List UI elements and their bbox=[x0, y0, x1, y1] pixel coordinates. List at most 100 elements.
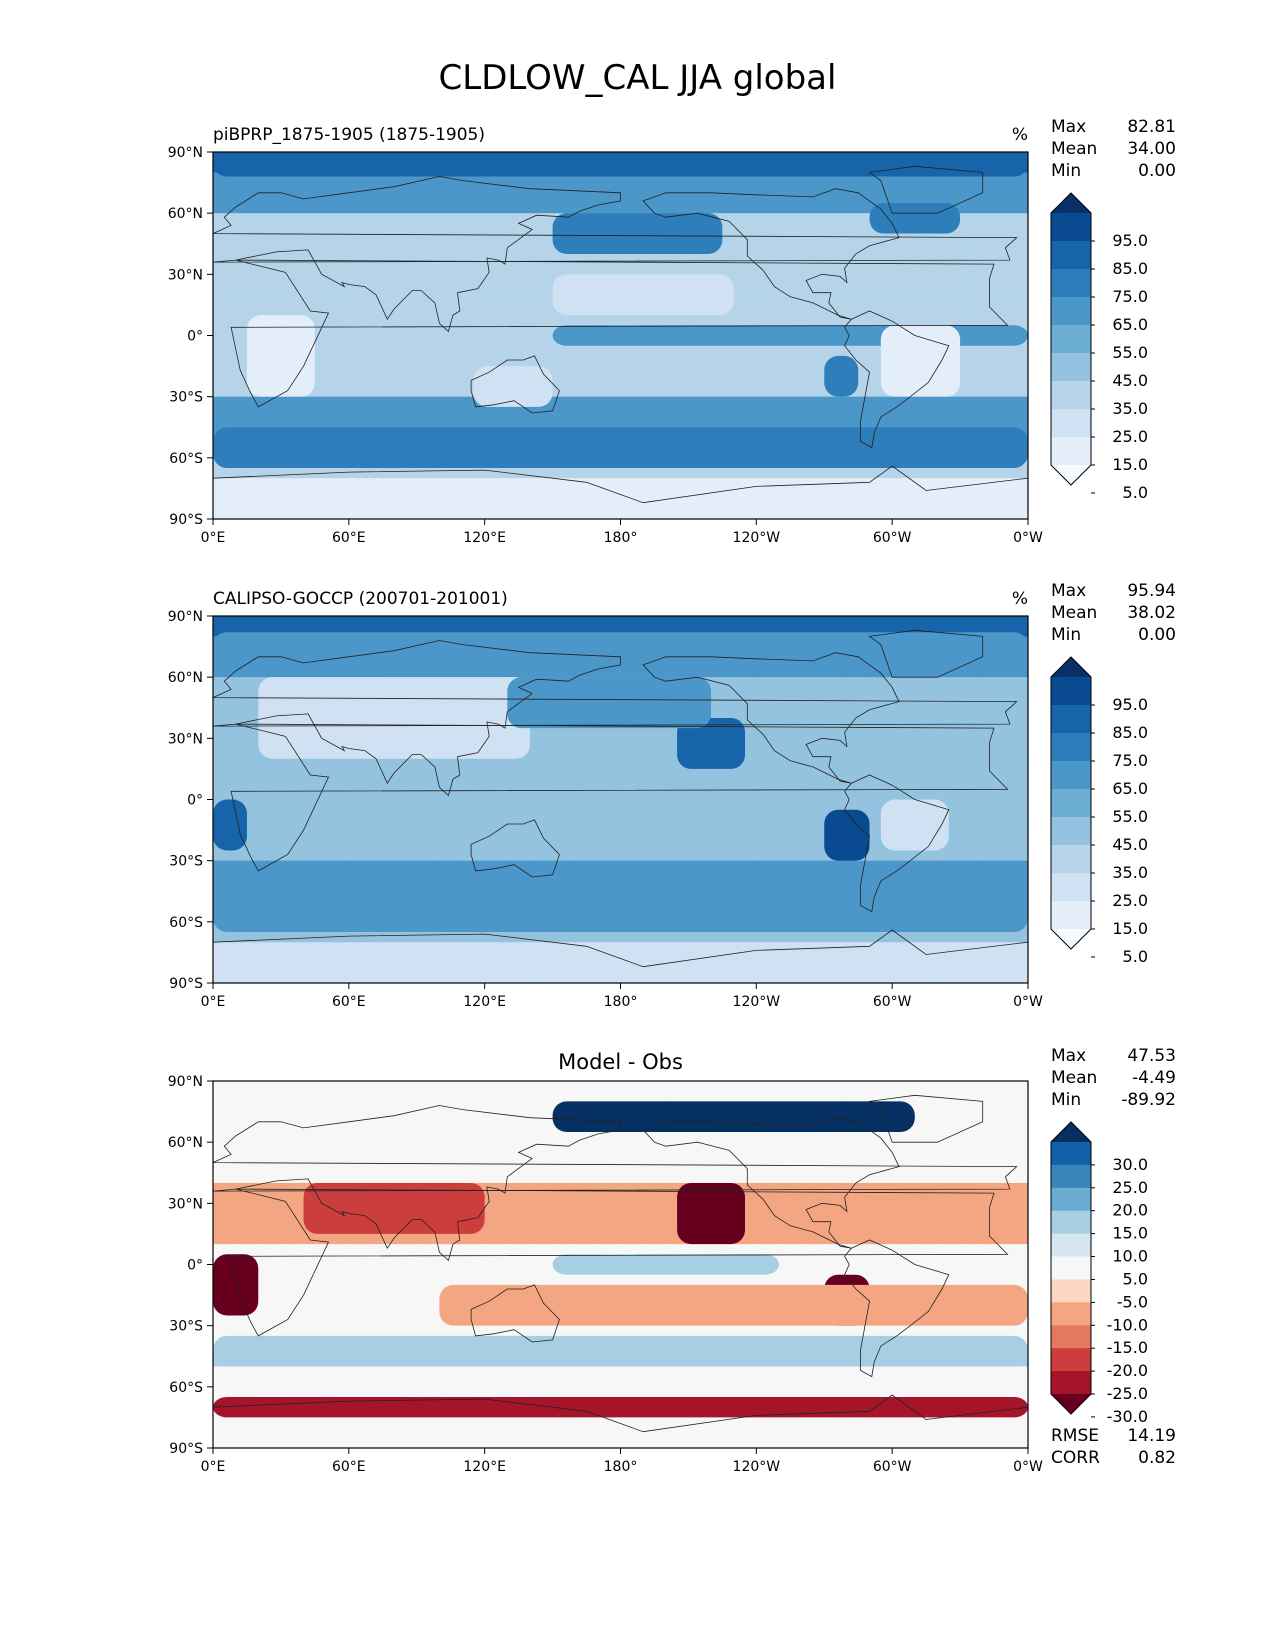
map-cell bbox=[462, 192, 486, 214]
map-cell bbox=[280, 396, 305, 418]
map-cell bbox=[1005, 396, 1028, 418]
y-tick-label: 30°N bbox=[168, 1196, 203, 1212]
stat-label: Mean bbox=[1051, 603, 1097, 623]
map-cell bbox=[688, 799, 712, 821]
map-cell bbox=[960, 1162, 984, 1184]
map-cell bbox=[982, 1203, 1006, 1225]
map-cell bbox=[326, 335, 350, 357]
map-cell bbox=[484, 192, 508, 214]
map-cell bbox=[620, 1142, 644, 1164]
map-cell bbox=[394, 942, 418, 964]
map-cell bbox=[303, 1244, 327, 1266]
map-cell bbox=[846, 616, 871, 637]
stat-label: Mean bbox=[1051, 1068, 1097, 1088]
map-cell bbox=[529, 1244, 554, 1266]
map-cell bbox=[507, 192, 531, 214]
map-cell bbox=[439, 253, 463, 275]
x-tick-label: 120°W bbox=[733, 994, 781, 1010]
map-cell bbox=[416, 819, 440, 841]
map-cell bbox=[280, 192, 305, 214]
map-cell bbox=[733, 233, 757, 255]
map-cell bbox=[914, 758, 939, 780]
map-cell bbox=[394, 1264, 418, 1286]
colorbar-tick-label: 85.0 bbox=[1112, 723, 1148, 742]
map-cell bbox=[258, 616, 282, 637]
map-cell bbox=[960, 962, 984, 983]
map-cell bbox=[303, 1305, 327, 1327]
map-cell bbox=[258, 1223, 282, 1245]
colorbar: 30.0 25.0 20.0 15.0 10.0 5.0 -5.0 -10.0 -15.0 -20… bbox=[1050, 1121, 1148, 1426]
map-cell bbox=[778, 840, 803, 862]
map-cell bbox=[507, 1223, 531, 1245]
map-cell bbox=[914, 1162, 939, 1184]
map-cell bbox=[439, 192, 463, 214]
map-cell bbox=[982, 717, 1006, 739]
map-cell bbox=[529, 213, 554, 235]
colorbar: 95.0 85.0 75.0 65.0 55.0 45.0 35.0 25.0 15.0 5.0 bbox=[1050, 192, 1148, 502]
map-cell bbox=[960, 172, 984, 194]
map-cell bbox=[371, 315, 395, 337]
map-cell bbox=[258, 294, 282, 316]
stat-label: Mean bbox=[1051, 139, 1097, 159]
map-cell bbox=[416, 1121, 440, 1143]
map-cell bbox=[484, 656, 508, 678]
map-cell bbox=[529, 1142, 554, 1164]
map-cell bbox=[688, 1427, 712, 1448]
map-cell bbox=[303, 1162, 327, 1184]
map-cell bbox=[711, 172, 735, 194]
map-cell bbox=[439, 819, 463, 841]
map-cell bbox=[733, 376, 757, 398]
y-tick-label: 90°N bbox=[168, 1074, 203, 1090]
map-cell bbox=[439, 315, 463, 337]
map-cell bbox=[960, 758, 984, 780]
map-cell bbox=[756, 717, 780, 739]
map-cell bbox=[235, 1081, 259, 1102]
map-cell bbox=[280, 1284, 305, 1306]
map-cell bbox=[733, 799, 757, 821]
map-cell bbox=[643, 758, 667, 780]
map-cell bbox=[280, 253, 305, 275]
map-cell bbox=[529, 1264, 554, 1286]
map-cell bbox=[688, 192, 712, 214]
map-cell bbox=[892, 1081, 916, 1102]
map-cell bbox=[665, 1081, 690, 1102]
map-cell bbox=[620, 1223, 644, 1245]
map-cell bbox=[371, 616, 395, 637]
map-cell bbox=[688, 616, 712, 637]
map-cell bbox=[665, 840, 690, 862]
map-cell bbox=[416, 1305, 440, 1327]
map-cell bbox=[869, 697, 893, 719]
map-cell bbox=[416, 758, 440, 780]
colorbar-tick-label: -30.0 bbox=[1107, 1407, 1148, 1426]
coastline bbox=[213, 176, 1018, 333]
map-cell bbox=[462, 616, 486, 637]
colorbar-extend-max bbox=[1051, 1122, 1091, 1142]
map-cell bbox=[801, 717, 825, 739]
map-cell bbox=[937, 942, 961, 964]
map-cell bbox=[937, 233, 961, 255]
map-cell bbox=[507, 233, 531, 255]
map-cell bbox=[1005, 677, 1028, 699]
map-cell bbox=[892, 1203, 916, 1225]
map-cell bbox=[711, 355, 735, 377]
map-cell bbox=[439, 233, 463, 255]
colorbar-tick-label: 85.0 bbox=[1112, 259, 1148, 278]
map-cell bbox=[824, 1081, 848, 1102]
map-cell bbox=[892, 1182, 916, 1204]
colorbar-segment bbox=[1051, 1187, 1091, 1212]
map-cell bbox=[280, 1264, 305, 1286]
map-cell bbox=[711, 616, 735, 637]
map-region bbox=[213, 799, 247, 851]
map-cell bbox=[439, 799, 463, 821]
map-cell bbox=[711, 1366, 735, 1388]
colorbar-segment bbox=[1051, 297, 1091, 326]
map-cell bbox=[846, 738, 871, 760]
map-cell bbox=[235, 738, 259, 760]
map-cell bbox=[416, 942, 440, 964]
map-cell bbox=[688, 172, 712, 194]
map-cell bbox=[688, 396, 712, 418]
map-cell bbox=[914, 656, 939, 678]
map-cell bbox=[213, 213, 237, 235]
map-cell bbox=[733, 213, 757, 235]
map-cell bbox=[371, 355, 395, 377]
